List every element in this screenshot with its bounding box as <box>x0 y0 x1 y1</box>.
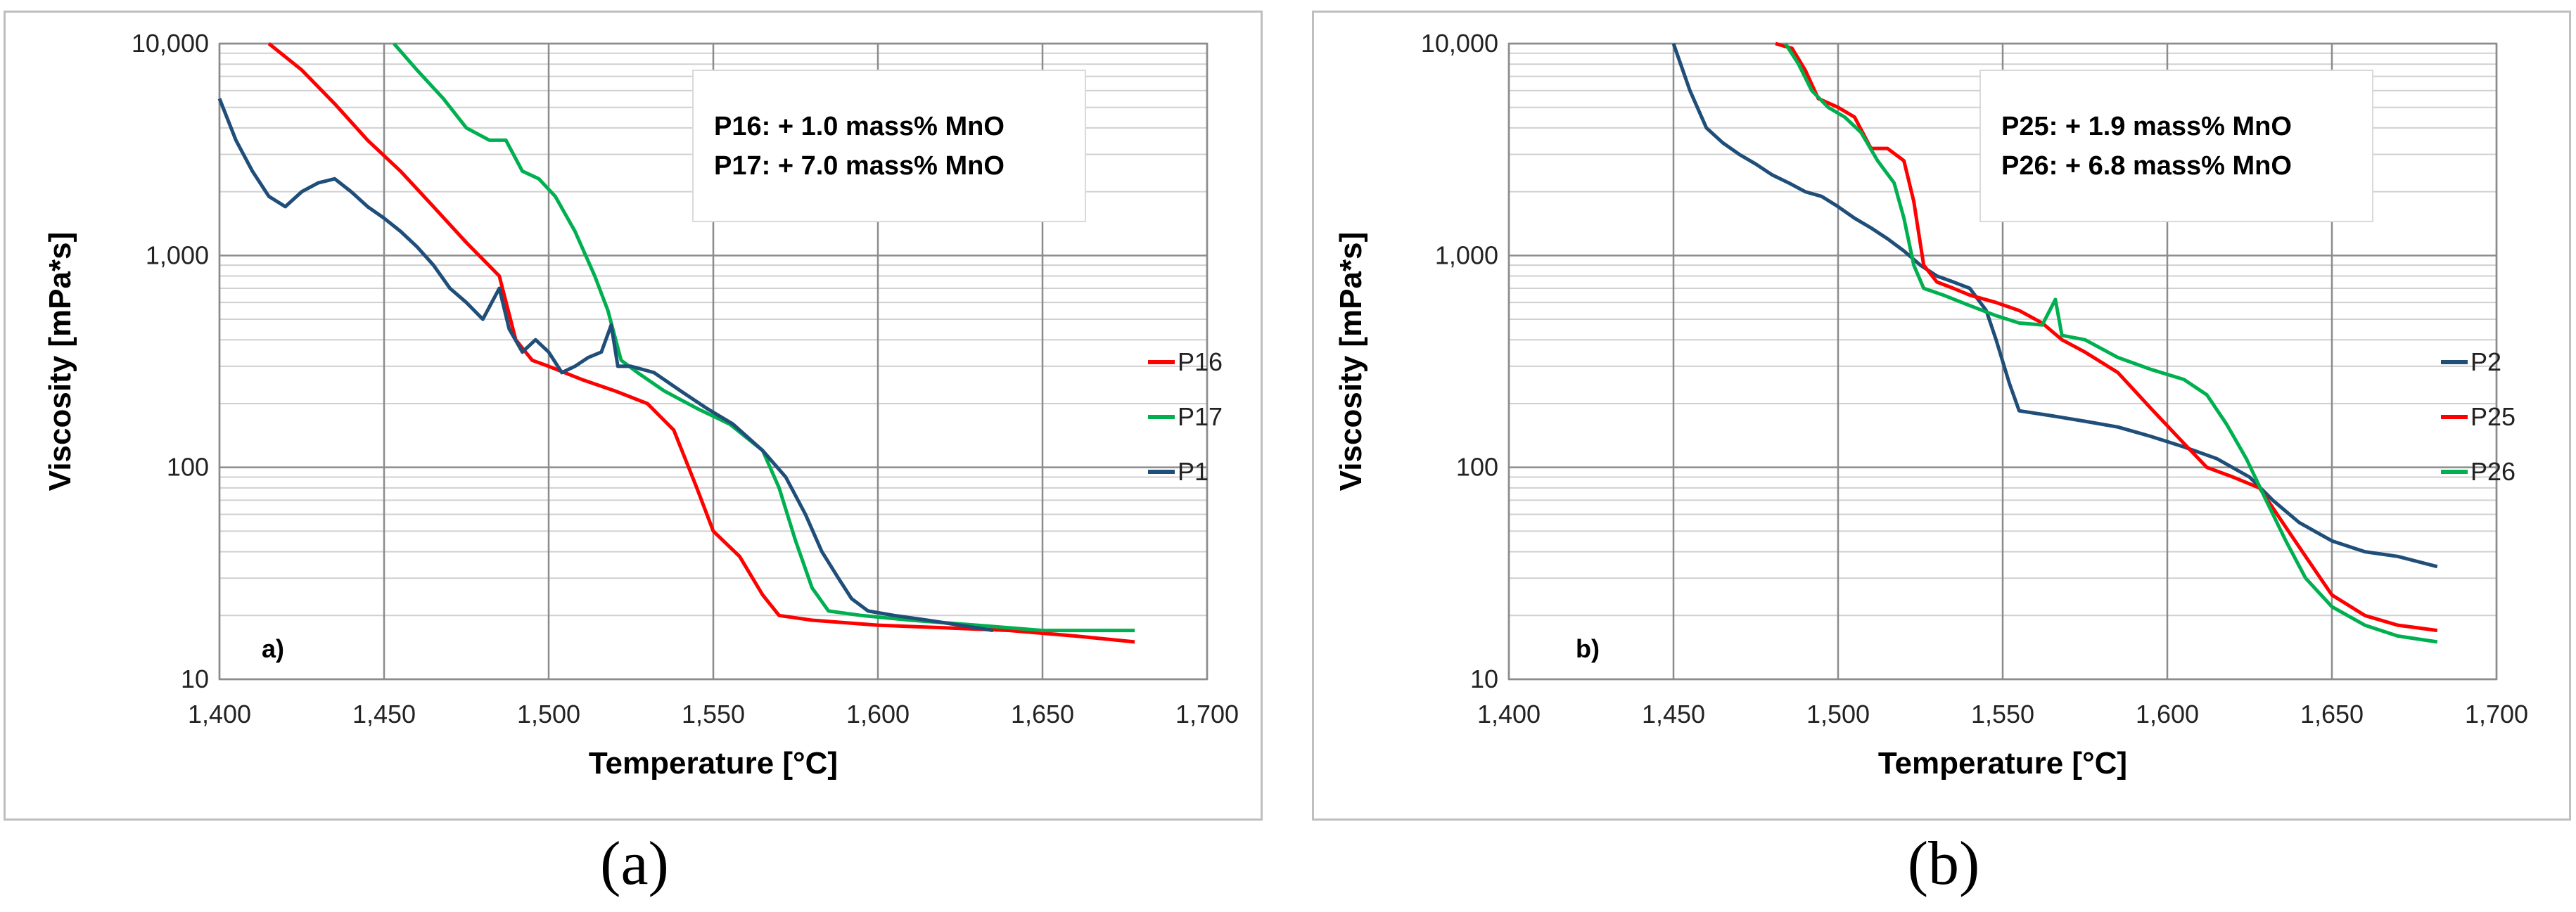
panel-b-y-tick-label: 10,000 <box>1421 29 1498 58</box>
panel-a-annotation-line: P16: + 1.0 mass% MnO <box>714 112 1005 141</box>
panel-b-tag: b) <box>1576 634 1600 663</box>
panel-b-x-tick-label: 1,550 <box>1971 700 2034 728</box>
panel-a-x-tick-label: 1,500 <box>517 700 580 728</box>
panel-a-x-tick-label: 1,700 <box>1175 700 1239 728</box>
panel-a-series-p16 <box>267 42 1135 644</box>
panel-b-x-tick-label: 1,600 <box>2136 700 2199 728</box>
panel-b-y-tick-label: 100 <box>1456 453 1498 482</box>
panel-b-plot-area <box>1507 42 2498 681</box>
panel-a-y-tick-label: 10 <box>181 664 209 693</box>
panel-a-series-p1 <box>217 98 994 633</box>
panel-a-x-tick-label: 1,550 <box>682 700 745 728</box>
panel-a-annotation-line: P17: + 7.0 mass% MnO <box>714 151 1005 181</box>
panel-a-series-p17 <box>393 42 1135 633</box>
panel-a-x-tick-label: 1,600 <box>846 700 910 728</box>
panel-a-y-tick-label: 1,000 <box>146 240 209 269</box>
panel-b-y-tick-label: 1,000 <box>1435 240 1498 269</box>
panel-b-y-tick-label: 10 <box>1470 664 1498 693</box>
panel-b-annotation-line: P26: + 6.8 mass% MnO <box>2001 151 2292 181</box>
panel-b-x-axis-title: Temperature [°C] <box>1878 746 2127 781</box>
panel-a-x-tick-label: 1,400 <box>188 700 251 728</box>
panel-b-x-tick-label: 1,650 <box>2300 700 2364 728</box>
panel-a-legend-label-p16: P16 <box>1178 347 1223 376</box>
panel-b-x-tick-label: 1,400 <box>1477 700 1541 728</box>
panel-a-legend-label-p17: P17 <box>1178 402 1223 431</box>
panel-a-x-tick-label: 1,450 <box>352 700 416 728</box>
panel-a-y-axis-title: Viscosity [mPa*s] <box>43 232 77 491</box>
panel-b-series-p25 <box>1775 41 2438 633</box>
panel-a-x-tick-label: 1,650 <box>1011 700 1074 728</box>
panel-b-legend-label-p2: P2 <box>2470 347 2501 376</box>
panel-b-x-tick-label: 1,700 <box>2465 700 2528 728</box>
panel-a-y-tick-label: 10,000 <box>132 29 209 58</box>
caption-b: (b) <box>1907 830 1980 898</box>
panel-a-y-tick-label: 100 <box>167 453 209 482</box>
panel-a-x-axis-title: Temperature [°C] <box>589 746 838 781</box>
panel-a-legend-label-p1: P1 <box>1178 457 1209 486</box>
panel-a-tag: a) <box>262 634 284 663</box>
panel-b-legend-label-p26: P26 <box>2470 457 2516 486</box>
panel-b-series-p26 <box>1783 42 2438 644</box>
panel-b-annotation-box <box>1979 70 2373 222</box>
panel-b-y-axis-title: Viscosity [mPa*s] <box>1334 232 1368 491</box>
panel-b-x-tick-label: 1,450 <box>1642 700 1705 728</box>
caption-a: (a) <box>600 830 669 898</box>
panel-b-annotation-line: P25: + 1.9 mass% MnO <box>2001 112 2292 141</box>
panel-a-plot-area <box>218 42 1209 681</box>
panel-b-x-tick-label: 1,500 <box>1806 700 1870 728</box>
panel-b-series-p2 <box>1671 43 2438 569</box>
panel-a-annotation-box <box>692 70 1086 222</box>
panel-b-legend-label-p25: P25 <box>2470 402 2516 431</box>
